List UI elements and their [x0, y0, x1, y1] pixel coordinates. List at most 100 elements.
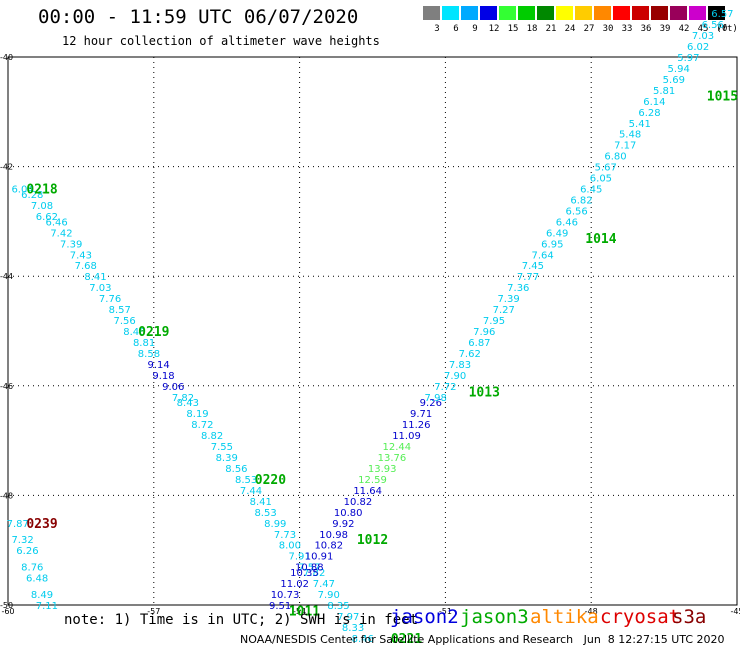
wave-height-label: 8.53 — [235, 475, 257, 486]
wave-height-label: 6.56 — [565, 206, 587, 217]
wave-height-label: 8.41 — [250, 497, 272, 508]
wave-height-label: 6.04 — [11, 185, 33, 196]
wave-height-label: 6.95 — [541, 239, 563, 250]
wave-height-label: 9.06 — [162, 382, 184, 393]
wave-height-label: 6.46 — [45, 217, 67, 228]
wave-height-label: 12.44 — [382, 442, 411, 453]
legend-label: 9 — [472, 24, 478, 34]
wave-height-label: 7.03 — [692, 31, 714, 42]
wave-height-label: 7.98 — [425, 393, 447, 404]
legend-swatch — [499, 6, 516, 20]
wave-height-label: 7.68 — [75, 261, 97, 272]
lon-tick-label: -54 — [293, 607, 306, 616]
wave-height-label: 7.45 — [522, 261, 544, 272]
wave-height-label: 10.73 — [271, 590, 300, 601]
wave-height-label: 7.44 — [240, 486, 262, 497]
track-time-label: 1015 — [707, 89, 738, 104]
legend-label: 42 — [678, 24, 690, 34]
footnote: note: 1) Time is in UTC; 2) SWH is in fe… — [64, 612, 419, 628]
legend-swatch — [442, 6, 459, 20]
wave-height-label: 8.41 — [84, 272, 106, 283]
wave-height-label: 7.27 — [493, 305, 515, 316]
wave-height-label: 7.90 — [444, 371, 466, 382]
wave-height-label: 10.91 — [305, 552, 334, 563]
wave-height-label: 5.97 — [677, 53, 699, 64]
wave-height-label: 8.82 — [201, 431, 223, 442]
wave-height-label: 8.39 — [216, 453, 238, 464]
wave-height-label: 7.95 — [483, 316, 505, 327]
wave-height-label: 13.93 — [368, 464, 397, 475]
wave-height-label: 7.56 — [114, 316, 136, 327]
wave-height-label: 7.83 — [449, 360, 471, 371]
wave-height-label: 8.56 — [225, 464, 247, 475]
satellite-label: jason2 — [390, 606, 459, 628]
wave-height-label: 7.43 — [70, 250, 92, 261]
wave-height-label: 7.57 — [298, 563, 320, 574]
wave-height-label: 6.82 — [570, 195, 592, 206]
legend-label: 30 — [602, 24, 614, 34]
wave-height-label: 10.98 — [319, 530, 348, 541]
legend-label: 27 — [583, 24, 595, 34]
wave-height-label: 7.72 — [434, 382, 456, 393]
wave-height-label: 9.71 — [410, 409, 432, 420]
wave-height-label: 5.41 — [629, 119, 651, 130]
wave-height-label: 7.55 — [211, 442, 233, 453]
legend-label: 21 — [545, 24, 557, 34]
satellite-label: s3a — [672, 606, 707, 628]
wave-height-label: 8.76 — [21, 563, 43, 574]
legend-swatch — [480, 6, 497, 20]
lat-tick-label: -40 — [0, 53, 13, 62]
wave-height-label: 6.62 — [36, 212, 58, 223]
wave-height-label: 8.19 — [186, 409, 208, 420]
wave-height-label: 7.17 — [614, 141, 636, 152]
legend-swatch — [575, 6, 592, 20]
wave-height-label: 9.51 — [269, 601, 291, 612]
wave-height-label: 7.87 — [7, 519, 29, 530]
wave-height-label: 8.35 — [327, 601, 349, 612]
lat-tick-label: -46 — [0, 382, 13, 391]
legend-swatch — [594, 6, 611, 20]
wave-height-label: 5.48 — [619, 130, 641, 141]
wave-height-label: 6.57 — [711, 9, 733, 20]
legend-label: 6 — [453, 24, 459, 34]
wave-height-label: 8.43 — [177, 398, 199, 409]
wave-height-label: 8.99 — [264, 519, 286, 530]
wave-height-label: 6.80 — [604, 152, 626, 163]
track-time-label: 0219 — [138, 325, 169, 340]
page-title: 00:00 - 11:59 UTC 06/07/2020 — [38, 6, 359, 28]
wave-height-label: 7.73 — [274, 530, 296, 541]
wave-height-label: 7.62 — [459, 349, 481, 360]
legend-swatch — [651, 6, 668, 20]
lon-tick-label: -45 — [730, 607, 740, 616]
lat-tick-label: -42 — [0, 163, 13, 172]
wave-height-label: 8.33 — [342, 623, 364, 634]
legend-label: 12 — [488, 24, 500, 34]
wave-height-label: 11.09 — [392, 431, 421, 442]
legend-swatch — [708, 6, 725, 20]
track-time-label: 0221 — [391, 632, 422, 647]
wave-height-label: 8.81 — [133, 338, 155, 349]
wave-height-label: 9.18 — [152, 371, 174, 382]
track-time-label: 1013 — [469, 385, 500, 400]
wave-height-label: 7.11 — [36, 601, 58, 612]
wave-height-label: 7.77 — [517, 272, 539, 283]
wave-height-label: 5.81 — [653, 86, 675, 97]
wave-height-label: 6.56 — [702, 20, 724, 31]
legend-label: 15 — [507, 24, 519, 34]
legend-unit: (ft) — [716, 24, 738, 34]
lat-tick-label: -50 — [0, 601, 13, 610]
legend-swatch — [632, 6, 649, 20]
wave-height-label: 6.14 — [643, 97, 665, 108]
wave-height-label: 10.80 — [334, 508, 363, 519]
wave-height-label: 7.76 — [99, 294, 121, 305]
lon-tick-label: -57 — [147, 607, 160, 616]
legend-swatch — [537, 6, 554, 20]
track-time-label: 1012 — [357, 533, 388, 548]
wave-height-label: 6.46 — [556, 217, 578, 228]
wave-height-label: 11.02 — [280, 579, 309, 590]
wave-height-label: 10.82 — [344, 497, 373, 508]
wave-height-label: 7.03 — [89, 283, 111, 294]
wave-height-label: 9.92 — [332, 519, 354, 530]
wave-height-label: 5.69 — [663, 75, 685, 86]
